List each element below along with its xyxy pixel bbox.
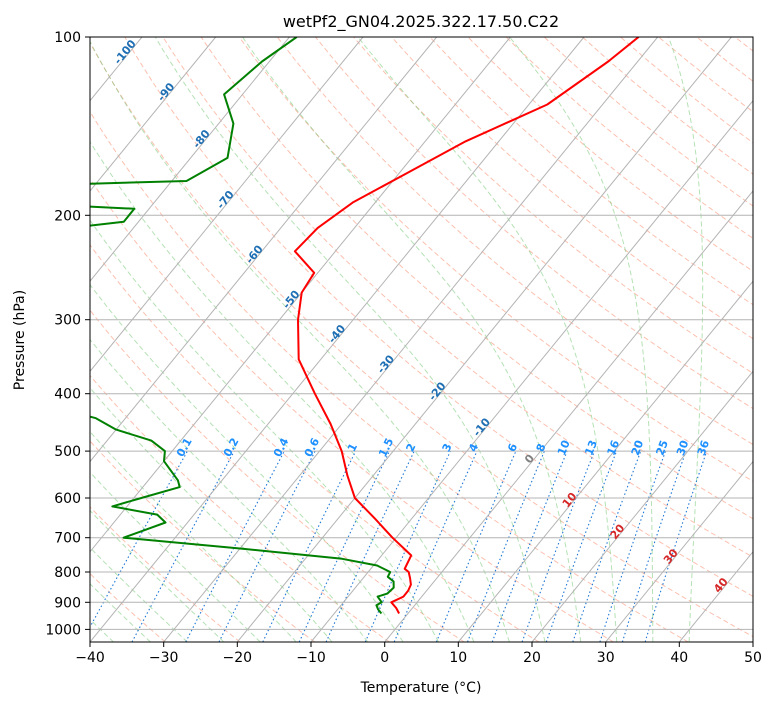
- x-tick-label: 50: [744, 650, 762, 666]
- y-axis-label: Pressure (hPa): [12, 290, 28, 390]
- x-tick-label: −40: [75, 650, 105, 666]
- x-tick-label: −10: [296, 650, 326, 666]
- y-tick-label: 800: [54, 565, 81, 581]
- y-tick-label: 100: [54, 30, 81, 46]
- y-tick-label: 900: [54, 595, 81, 611]
- x-tick-label: 0: [380, 650, 389, 666]
- x-tick-label: −20: [223, 650, 253, 666]
- x-tick-label: −30: [149, 650, 179, 666]
- x-tick-label: 10: [449, 650, 467, 666]
- x-axis-label: Temperature (°C): [360, 680, 482, 696]
- y-tick-label: 200: [54, 208, 81, 224]
- y-tick-label: 1000: [45, 622, 81, 638]
- x-tick-label: 30: [597, 650, 615, 666]
- y-tick-label: 300: [54, 313, 81, 329]
- y-tick-label: 600: [54, 491, 81, 507]
- y-tick-label: 500: [54, 444, 81, 460]
- y-tick-label: 700: [54, 531, 81, 547]
- chart-title: wetPf2_GN04.2025.322.17.50.C22: [283, 12, 559, 32]
- x-tick-label: 40: [670, 650, 688, 666]
- y-tick-label: 400: [54, 387, 81, 403]
- x-tick-label: 20: [523, 650, 541, 666]
